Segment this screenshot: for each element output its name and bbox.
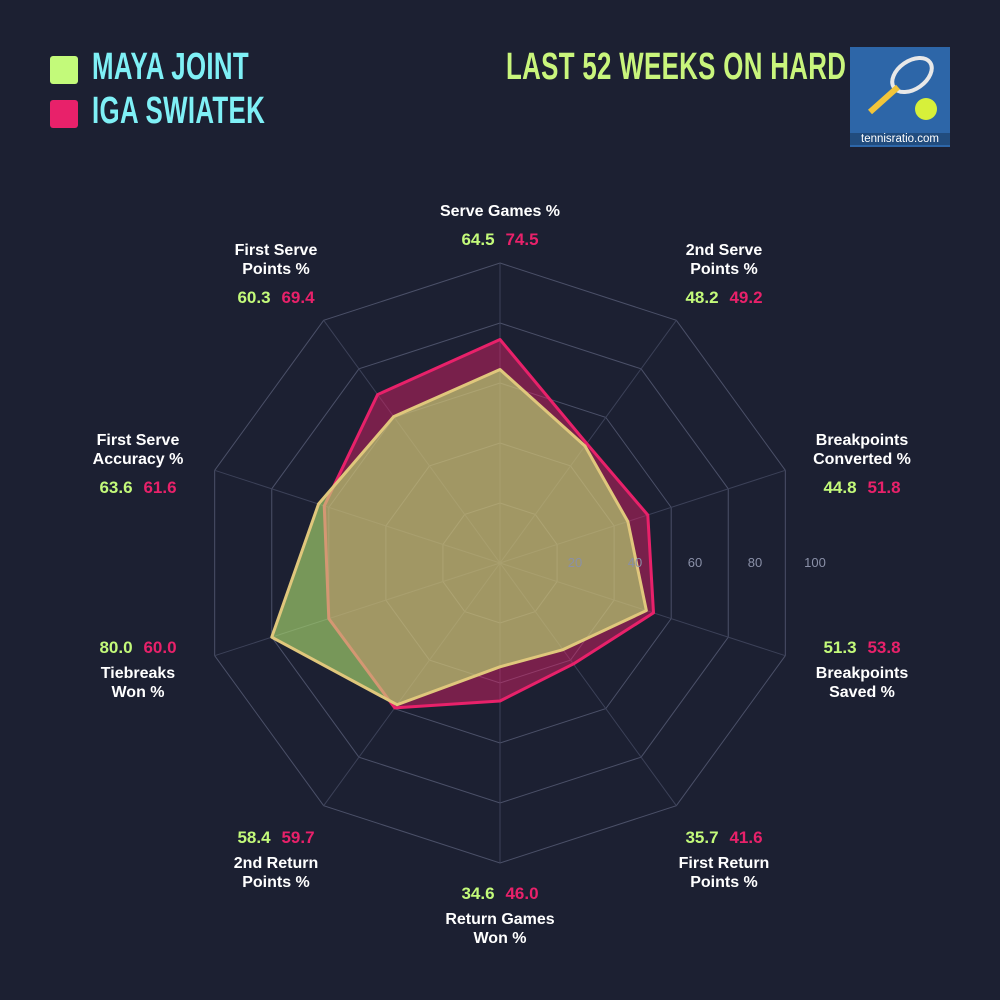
category-label: First Return Points % bbox=[678, 855, 770, 891]
legend-label: MAYA JOINT bbox=[92, 46, 250, 88]
category-label: 2nd Return Points % bbox=[233, 855, 319, 891]
category-label: Breakpoints Converted % bbox=[813, 432, 911, 468]
value-label: 59.7 bbox=[281, 828, 315, 847]
value-label: 60.0 bbox=[143, 638, 177, 657]
value-label: 35.7 bbox=[685, 828, 719, 847]
r-tick-label: 20 bbox=[567, 555, 583, 570]
legend-swatch bbox=[50, 100, 78, 128]
category-label: Breakpoints Saved % bbox=[815, 665, 909, 701]
r-tick-label: 80 bbox=[747, 555, 763, 570]
r-tick-label: 100 bbox=[804, 555, 826, 570]
category-label: Return Games Won % bbox=[445, 911, 555, 947]
legend-label: IGA SWIATEK bbox=[92, 90, 266, 132]
legend-swatch bbox=[50, 56, 78, 84]
logo-icon bbox=[868, 55, 937, 120]
value-label: 49.2 bbox=[729, 288, 763, 307]
value-label: 53.8 bbox=[867, 638, 901, 657]
value-label: 44.8 bbox=[823, 478, 857, 497]
value-label: 48.2 bbox=[685, 288, 719, 307]
value-label: 74.5 bbox=[505, 230, 539, 249]
value-label: 80.0 bbox=[99, 638, 133, 657]
category-label: First Serve Points % bbox=[234, 242, 318, 278]
logo: tennisratio.com bbox=[850, 47, 950, 147]
value-label: 51.8 bbox=[867, 478, 901, 497]
value-label: 64.5 bbox=[461, 230, 495, 249]
r-tick-label: 40 bbox=[627, 555, 643, 570]
category-label: Serve Games % bbox=[439, 203, 561, 220]
value-label: 51.3 bbox=[823, 638, 857, 657]
value-label: 69.4 bbox=[281, 288, 315, 307]
value-label: 41.6 bbox=[729, 828, 763, 847]
chart-title: LAST 52 WEEKS ON HARD bbox=[506, 46, 847, 88]
logo-text: tennisratio.com bbox=[850, 133, 950, 145]
category-label: First Serve Accuracy % bbox=[92, 432, 184, 468]
value-label: 61.6 bbox=[143, 478, 177, 497]
series-area bbox=[270, 368, 648, 707]
value-label: 60.3 bbox=[237, 288, 271, 307]
value-label: 34.6 bbox=[461, 884, 495, 903]
value-label: 58.4 bbox=[237, 828, 271, 847]
value-label: 63.6 bbox=[99, 478, 133, 497]
category-label: 2nd Serve Points % bbox=[685, 242, 763, 278]
r-tick-label: 60 bbox=[687, 555, 703, 570]
value-label: 46.0 bbox=[505, 884, 539, 903]
category-label: Tiebreaks Won % bbox=[100, 665, 176, 701]
